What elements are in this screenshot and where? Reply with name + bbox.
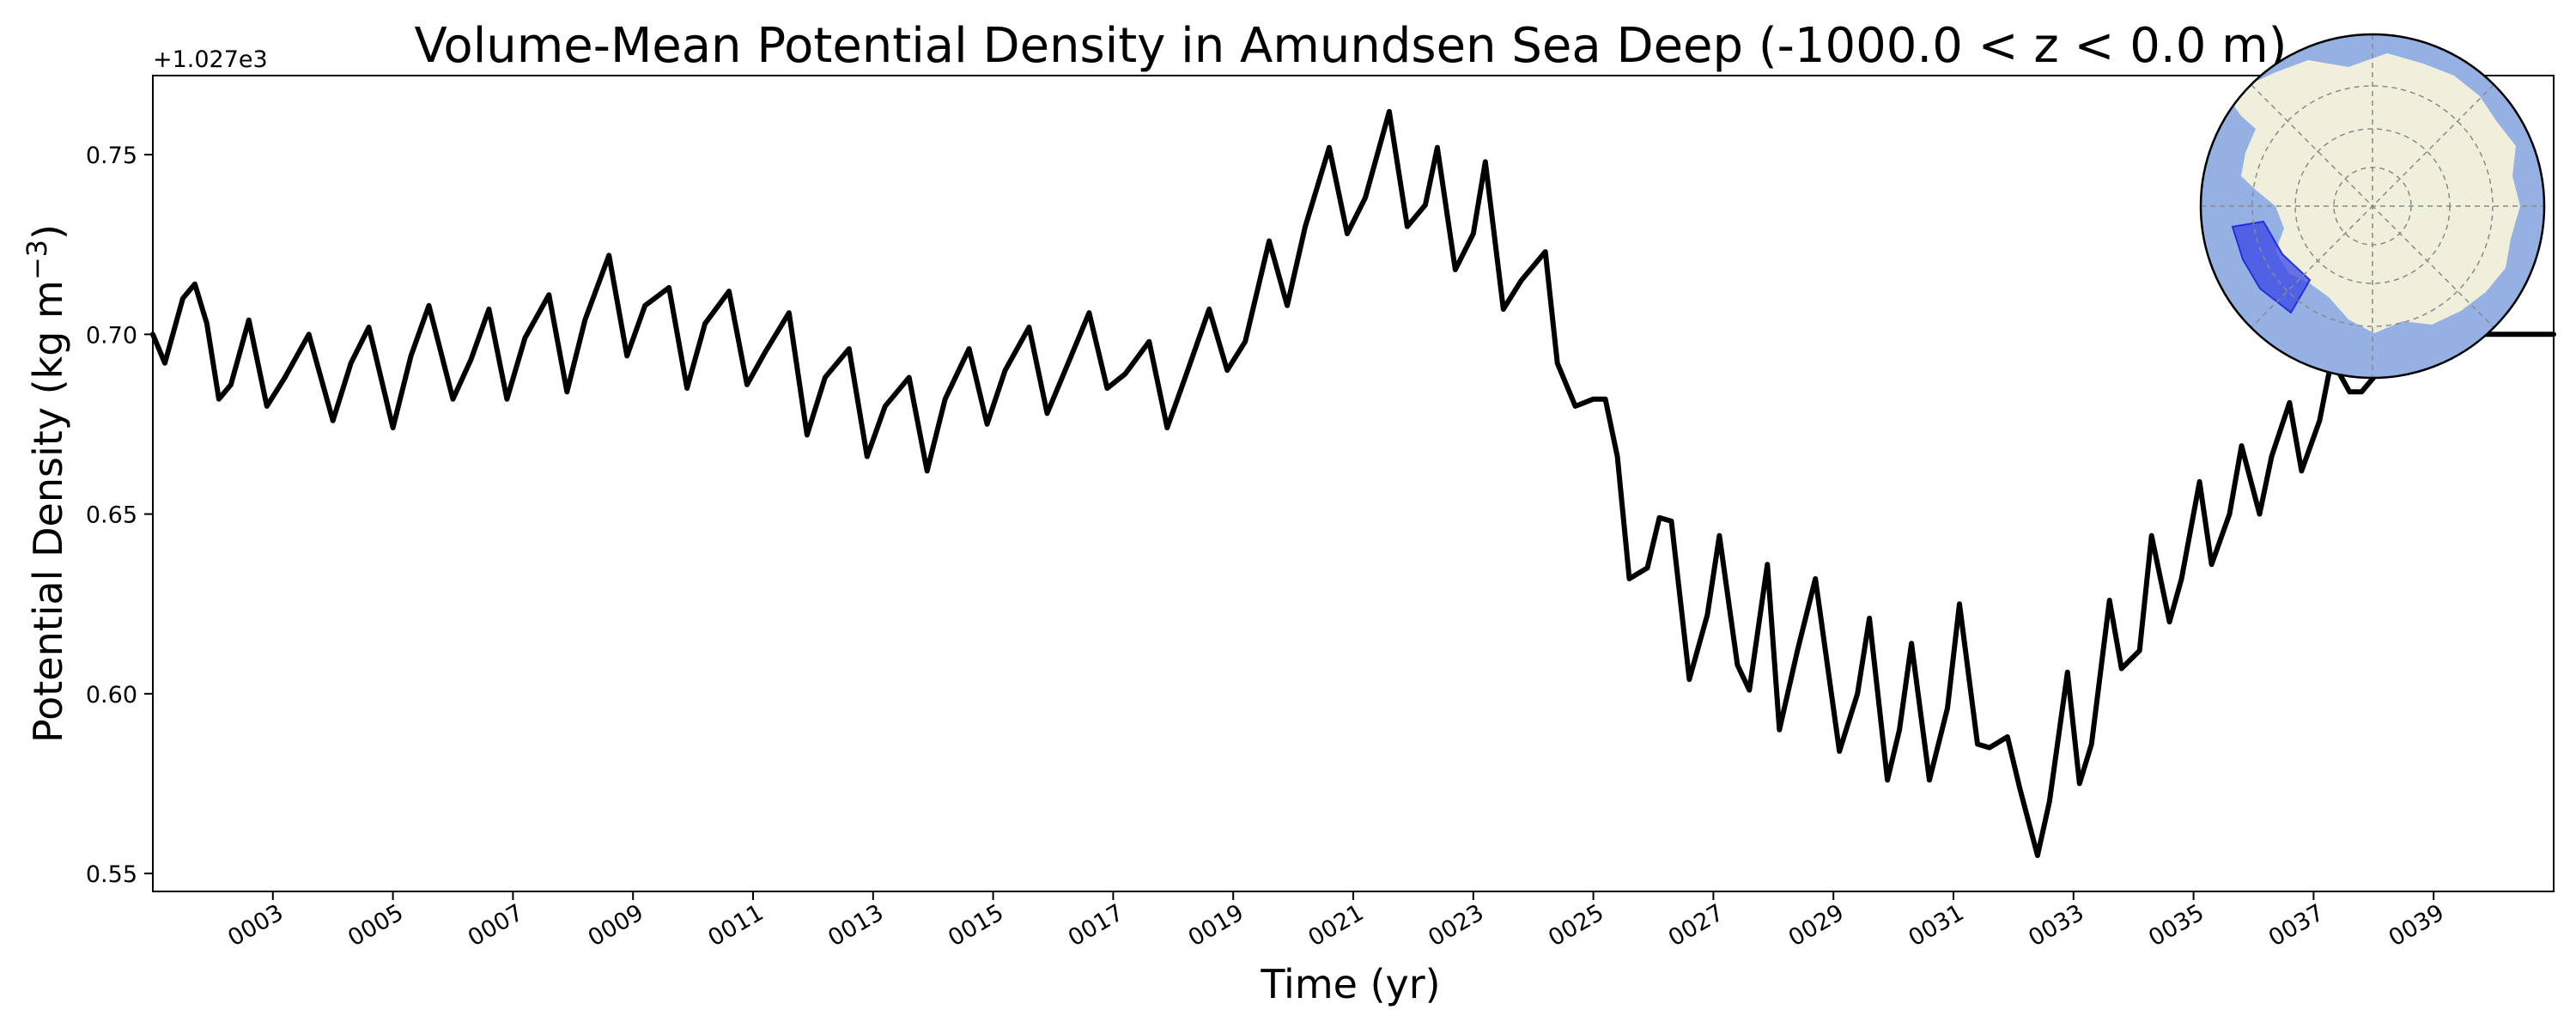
x-tick-label: 0023 bbox=[1424, 899, 1488, 952]
x-tick-label: 0037 bbox=[2264, 899, 2329, 952]
plot-area bbox=[150, 75, 2556, 892]
chart-title: Volume-Mean Potential Density in Amundse… bbox=[414, 18, 2287, 74]
y-tick-label: 0.70 bbox=[86, 322, 137, 349]
x-tick-label: 0017 bbox=[1064, 899, 1128, 952]
x-tick-label: 0031 bbox=[1904, 899, 1968, 952]
x-tick-label: 0005 bbox=[343, 899, 408, 952]
y-tick-label: 0.65 bbox=[86, 502, 137, 529]
x-tick-label: 0033 bbox=[2024, 899, 2088, 952]
x-tick-label: 0027 bbox=[1664, 899, 1728, 952]
x-tick-label: 0013 bbox=[823, 899, 888, 952]
y-tick-label: 0.60 bbox=[86, 682, 137, 709]
x-tick-label: 0029 bbox=[1784, 899, 1849, 952]
y-axis-label-base: Potential Density (kg m bbox=[25, 280, 71, 743]
inset-antarctica-landmass bbox=[2229, 53, 2520, 333]
y-tick-label: 0.55 bbox=[86, 861, 137, 888]
y-axis-label-close: ) bbox=[25, 224, 71, 240]
x-tick-label: 0021 bbox=[1303, 899, 1368, 952]
y-axis-offset-label: +1.027e3 bbox=[153, 46, 268, 73]
x-tick-label: 0025 bbox=[1544, 899, 1608, 952]
x-tick-label: 0003 bbox=[223, 899, 288, 952]
y-tick-label: 0.75 bbox=[86, 143, 137, 169]
x-tick-label: 0015 bbox=[944, 899, 1008, 952]
x-tick-label: 0039 bbox=[2385, 899, 2449, 952]
inset-amundsen-sea-region bbox=[2231, 220, 2312, 314]
inset-map-border bbox=[2199, 33, 2546, 380]
series-line bbox=[150, 108, 2556, 859]
y-axis-label: Potential Density (kg m−3) bbox=[21, 224, 71, 743]
y-axis-label-exponent: −3 bbox=[21, 240, 53, 280]
x-tick-label: 0035 bbox=[2144, 899, 2208, 952]
x-tick-label: 0011 bbox=[703, 899, 768, 952]
y-axis-ticks: 0.55 0.60 0.65 0.70 0.75 bbox=[86, 143, 153, 888]
x-axis-label: Time (yr) bbox=[1260, 961, 1440, 1007]
x-tick-label: 0007 bbox=[464, 899, 528, 952]
inset-graticule bbox=[2201, 34, 2544, 378]
x-tick-label: 0009 bbox=[584, 899, 648, 952]
axes-frame bbox=[152, 75, 2555, 892]
antarctica-inset-map bbox=[2199, 33, 2546, 380]
x-tick-label: 0019 bbox=[1184, 899, 1249, 952]
x-axis-ticks: 0003 0005 0007 0009 0011 0013 0015 0017 0019 0021… bbox=[223, 891, 2449, 952]
